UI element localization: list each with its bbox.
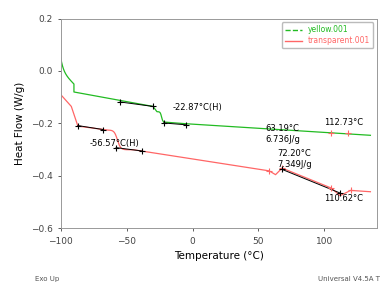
- Y-axis label: Heat Flow (W/g): Heat Flow (W/g): [15, 82, 25, 165]
- Text: -22.87°C(H): -22.87°C(H): [173, 103, 223, 112]
- Text: 63.19°C
6.736J/g: 63.19°C 6.736J/g: [265, 124, 300, 144]
- Text: 110.62°C: 110.62°C: [324, 194, 363, 203]
- Text: -56.57°C(H): -56.57°C(H): [90, 139, 140, 148]
- Text: Exo Up: Exo Up: [35, 276, 60, 282]
- Legend: yellow.001, transparent.001: yellow.001, transparent.001: [282, 22, 373, 48]
- Text: Universal V4.5A T: Universal V4.5A T: [318, 276, 380, 282]
- X-axis label: Temperature (°C): Temperature (°C): [174, 251, 264, 261]
- Text: 112.73°C: 112.73°C: [324, 118, 363, 127]
- Text: 72.20°C
7.349J/g: 72.20°C 7.349J/g: [277, 149, 312, 169]
